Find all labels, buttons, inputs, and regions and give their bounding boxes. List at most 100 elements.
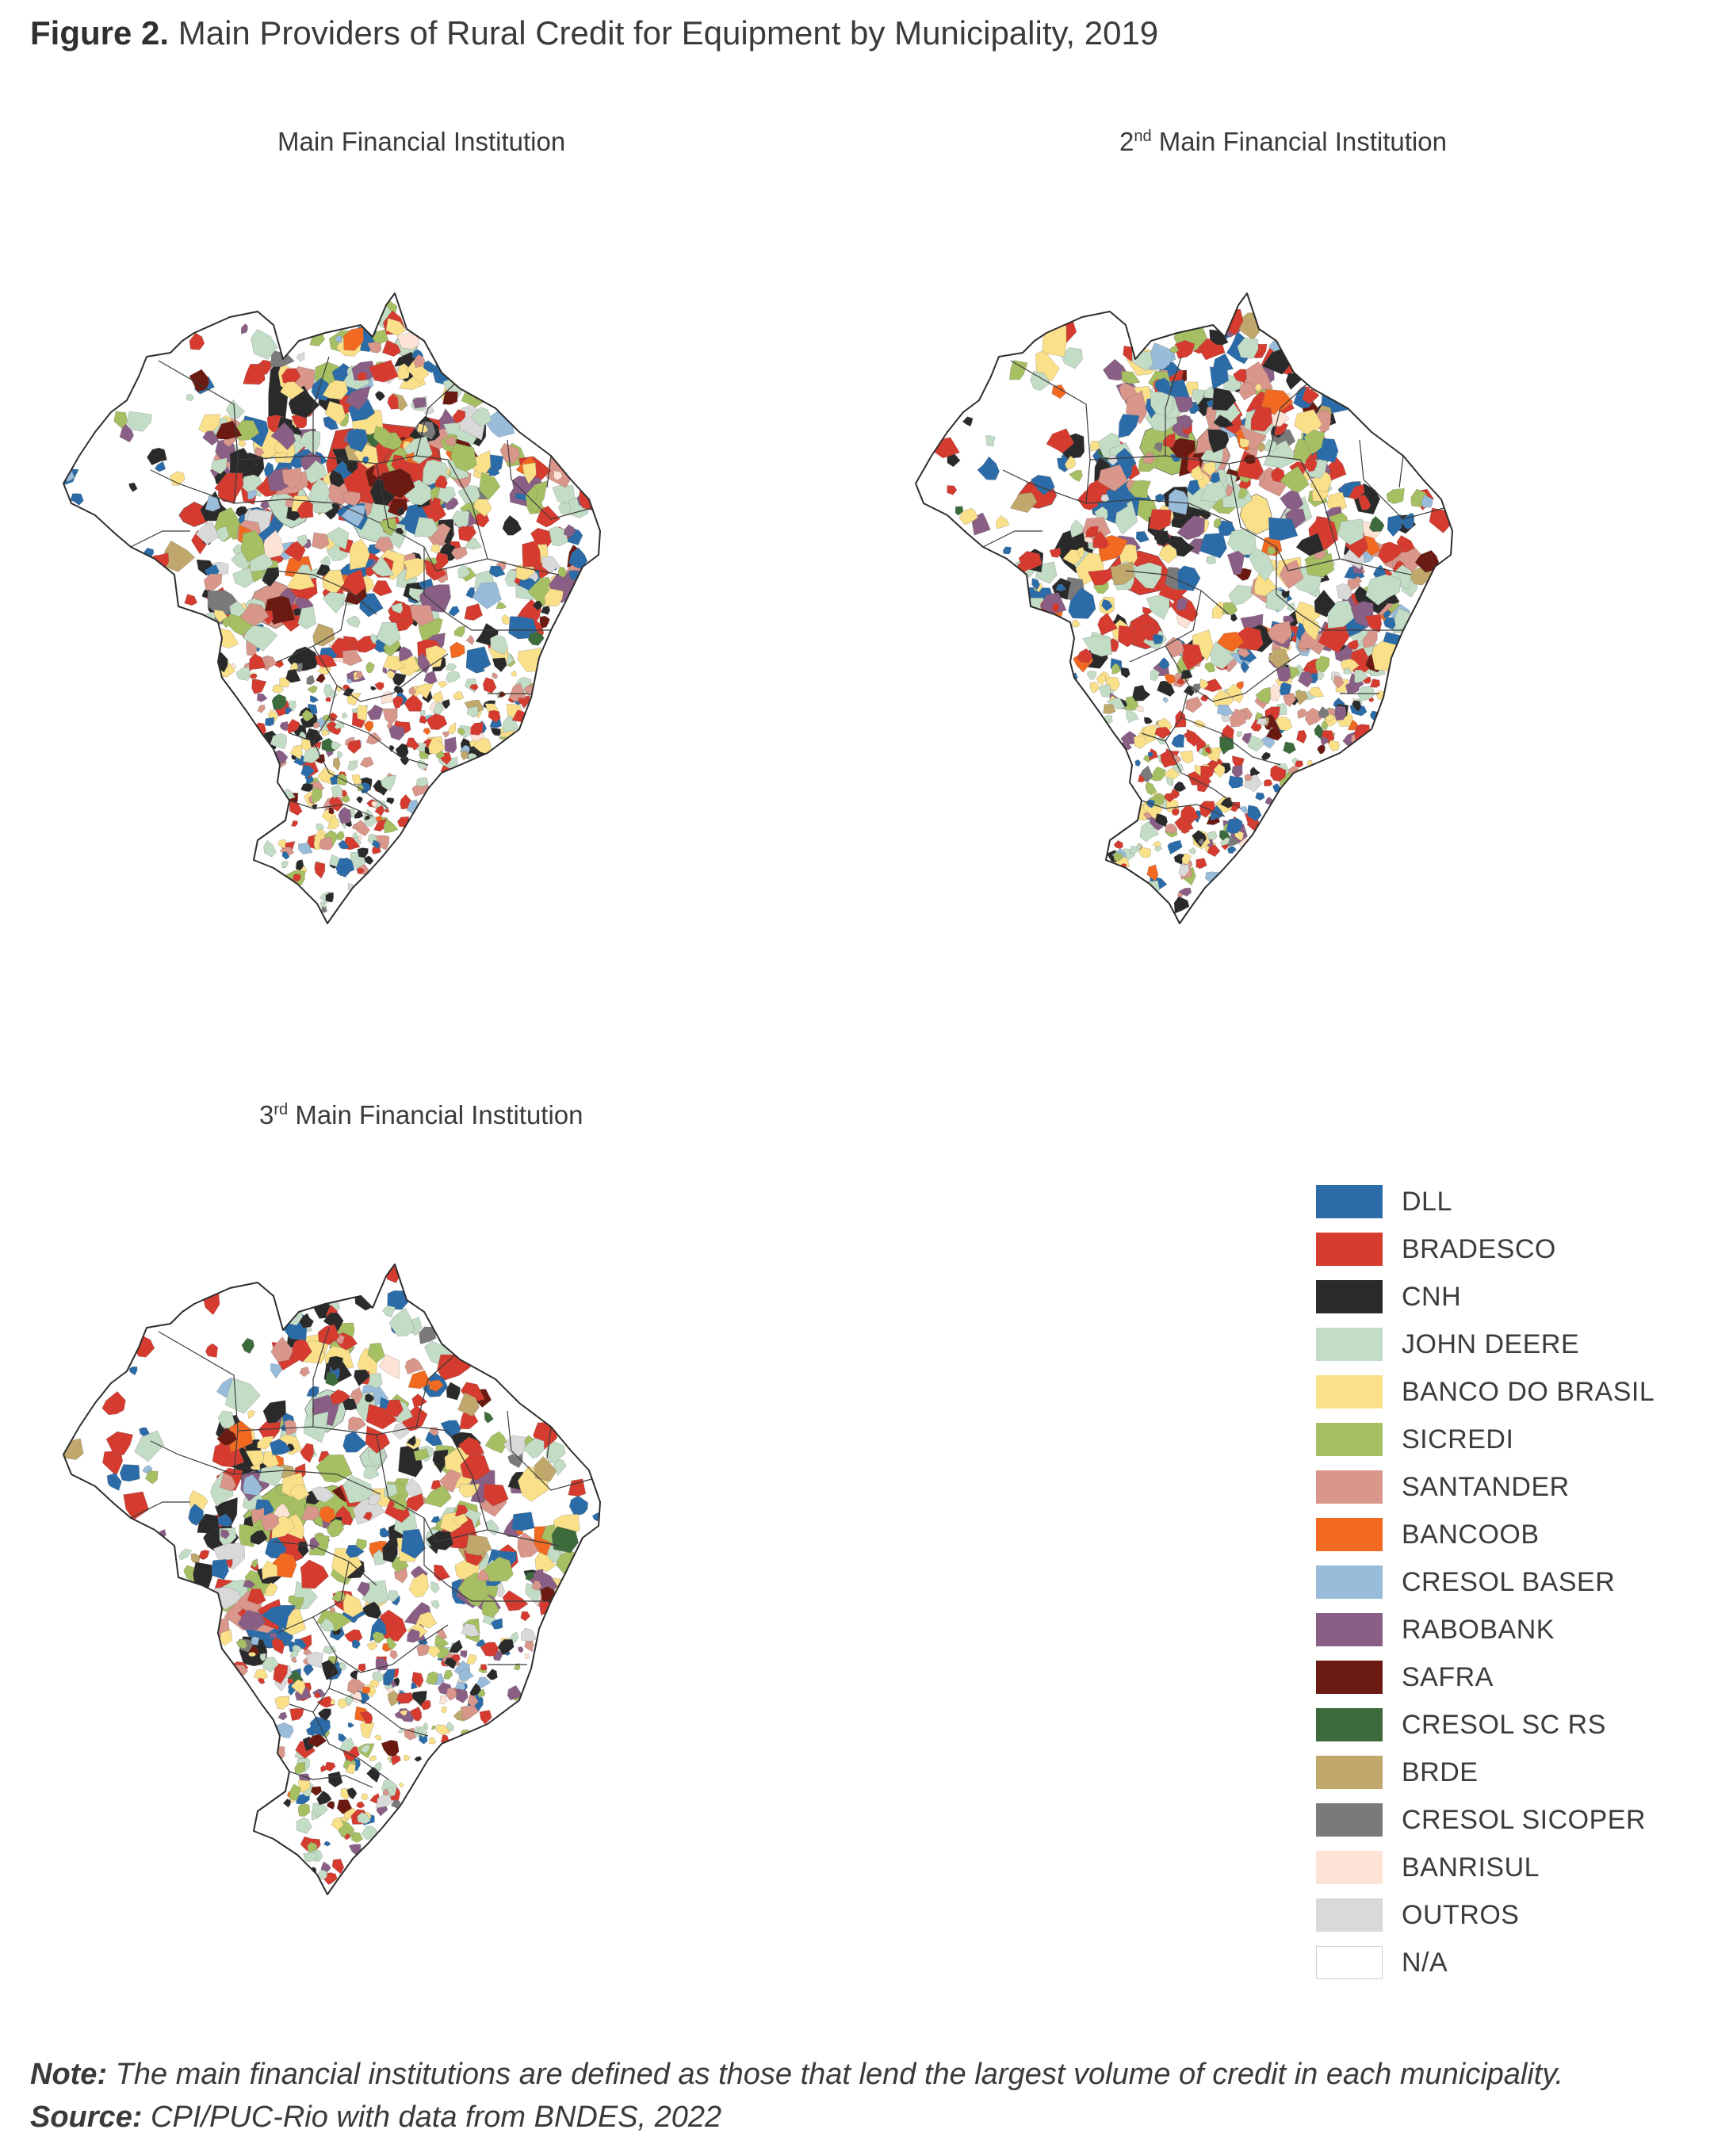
municipality [243, 1580, 256, 1588]
municipality [357, 1581, 370, 1597]
municipality [1336, 583, 1352, 601]
municipality [430, 1581, 440, 1594]
municipality [415, 1611, 438, 1629]
municipality [356, 1801, 365, 1809]
municipality [288, 1687, 295, 1695]
municipality [1164, 793, 1176, 803]
municipality [479, 1710, 492, 1725]
municipality [408, 1573, 429, 1598]
municipality [1358, 494, 1371, 510]
state-borders [130, 356, 595, 817]
municipality [1256, 717, 1268, 726]
legend-swatch-bradesco [1316, 1233, 1383, 1266]
municipality [325, 1371, 339, 1386]
source-label: Source: [30, 2101, 143, 2134]
legend-label-santander: SANTANDER [1402, 1472, 1570, 1502]
municipality [241, 1337, 254, 1354]
municipality [219, 1629, 233, 1646]
municipality [393, 1677, 400, 1687]
municipality [413, 1448, 430, 1461]
municipality [216, 1428, 237, 1446]
municipality [240, 530, 266, 563]
municipality [354, 809, 364, 819]
municipality [316, 1455, 353, 1483]
municipality [1150, 391, 1175, 415]
municipality [430, 1516, 440, 1523]
municipality [426, 713, 448, 730]
municipality [486, 1669, 498, 1680]
municipality [1138, 774, 1146, 783]
municipality [420, 709, 426, 717]
municipality [1204, 747, 1211, 755]
municipality [265, 656, 277, 669]
municipality [352, 1639, 361, 1649]
municipality [518, 697, 527, 706]
municipality [1207, 429, 1230, 453]
municipality [1318, 706, 1329, 719]
municipality [1160, 751, 1178, 768]
legend-label-bradesco: BRADESCO [1402, 1234, 1556, 1264]
municipality [1280, 560, 1304, 590]
municipality [381, 468, 415, 499]
legend-swatch-na [1316, 1946, 1383, 1979]
municipality [1219, 837, 1230, 847]
note-text: The main financial institutions are defi… [107, 2058, 1564, 2091]
municipality [336, 1799, 353, 1814]
municipality [1159, 544, 1178, 564]
municipality [318, 1324, 340, 1345]
municipality [357, 705, 368, 721]
municipality [481, 1594, 499, 1618]
municipality [392, 695, 404, 709]
state-border [233, 1470, 381, 1495]
municipality [451, 546, 468, 560]
municipality [977, 456, 1000, 480]
municipality [1118, 414, 1140, 438]
municipality [319, 837, 333, 851]
municipality [243, 1474, 262, 1497]
municipality [1176, 598, 1188, 611]
municipality [1153, 634, 1164, 645]
state-border [277, 590, 350, 663]
municipality [311, 804, 318, 810]
state-border [328, 1688, 429, 1737]
municipality [325, 892, 334, 903]
municipality [123, 1491, 149, 1520]
municipality [1255, 686, 1271, 705]
municipality [347, 1722, 354, 1728]
municipality [359, 1711, 373, 1724]
municipality [1031, 578, 1040, 591]
municipality [490, 727, 502, 736]
state-border [289, 1656, 338, 1713]
municipality [355, 671, 363, 679]
municipality [312, 787, 323, 804]
municipality [264, 1582, 278, 1596]
municipality [1261, 751, 1271, 761]
map-group [63, 1263, 601, 1895]
municipality [250, 1530, 268, 1545]
municipality [465, 646, 492, 671]
municipality [307, 1734, 327, 1748]
municipality [502, 515, 522, 536]
municipality [386, 797, 395, 805]
municipality [257, 1435, 274, 1450]
municipality [1082, 636, 1112, 657]
municipality [342, 649, 363, 667]
municipality [1129, 480, 1151, 499]
municipality [528, 571, 539, 583]
municipality [1133, 735, 1147, 749]
municipality [958, 507, 978, 526]
municipality [1171, 734, 1185, 748]
municipality [323, 1646, 337, 1654]
municipality [250, 674, 258, 679]
state-border [289, 1771, 373, 1788]
municipality [430, 1600, 440, 1610]
municipality [229, 447, 258, 474]
municipality [1118, 625, 1135, 648]
municipality [962, 416, 974, 427]
state-border [312, 645, 449, 702]
municipality [342, 1397, 358, 1411]
municipality [1202, 461, 1216, 476]
municipality [409, 605, 434, 627]
municipality [416, 778, 429, 787]
legend-swatch-dll [1316, 1185, 1383, 1218]
